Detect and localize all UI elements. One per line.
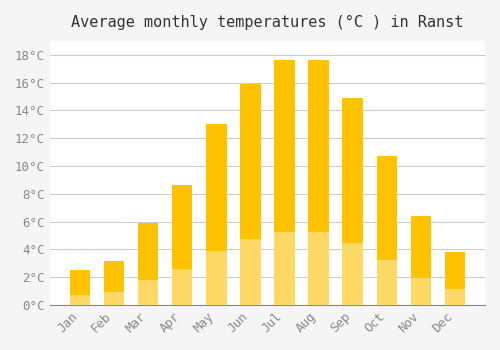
Bar xyxy=(240,239,260,305)
Bar xyxy=(172,186,193,305)
Bar xyxy=(445,252,465,305)
Bar xyxy=(104,292,124,305)
Bar xyxy=(376,260,397,305)
Bar xyxy=(104,260,124,305)
Bar xyxy=(206,251,227,305)
Bar xyxy=(274,232,294,305)
Bar xyxy=(410,278,431,305)
Title: Average monthly temperatures (°C ) in Ranst: Average monthly temperatures (°C ) in Ra… xyxy=(71,15,464,30)
Bar xyxy=(138,223,158,305)
Bar xyxy=(342,98,363,305)
Bar xyxy=(376,156,397,305)
Bar xyxy=(445,289,465,305)
Bar xyxy=(410,216,431,305)
Bar xyxy=(70,295,90,305)
Bar xyxy=(206,124,227,305)
Bar xyxy=(70,270,90,305)
Bar xyxy=(308,232,329,305)
Bar xyxy=(274,60,294,305)
Bar xyxy=(308,60,329,305)
Bar xyxy=(138,280,158,305)
Bar xyxy=(342,243,363,305)
Bar xyxy=(172,269,193,305)
Bar xyxy=(240,84,260,305)
